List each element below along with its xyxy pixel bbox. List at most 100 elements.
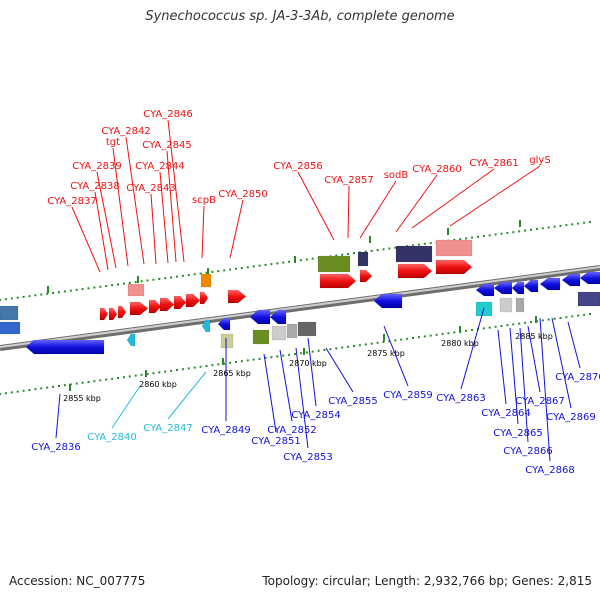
genome-backbone-highlight — [0, 266, 600, 348]
label-leader-line — [449, 165, 541, 227]
dotted-ring-bottom — [199, 365, 202, 368]
gene-label-bottom: CYA_2865 — [493, 428, 542, 439]
dotted-ring-top — [429, 242, 432, 245]
dotted-ring-bottom — [488, 326, 491, 329]
dotted-ring-top — [417, 243, 420, 246]
dotted-ring-bottom — [530, 321, 532, 323]
genome-summary-text: Topology: circular; Length: 2,932,766 bp… — [262, 574, 592, 588]
gene-label-top: CYA_2838 — [70, 181, 119, 192]
label-leader-line — [347, 185, 350, 239]
scale-tick-mark — [383, 334, 385, 341]
dotted-ring-bottom — [164, 370, 167, 373]
gene-feature — [199, 291, 209, 305]
dotted-ring-top — [58, 291, 60, 294]
dotted-ring-top — [589, 221, 591, 223]
gene-label-bottom: CYA_2849 — [201, 425, 250, 436]
gene-feature — [561, 273, 581, 287]
dotted-ring-top — [476, 235, 479, 238]
dotted-ring-top — [264, 263, 267, 266]
dotted-ring-bottom — [500, 325, 503, 327]
gene-feature — [317, 255, 351, 273]
dotted-ring-bottom — [34, 388, 37, 391]
gene-feature — [286, 323, 298, 339]
gene-label-bottom: CYA_2867 — [515, 396, 564, 407]
gene-feature — [435, 259, 473, 275]
gene-feature — [252, 329, 270, 345]
gene-feature — [319, 273, 357, 289]
gene-feature — [0, 321, 21, 335]
dotted-ring-bottom — [429, 334, 432, 337]
dotted-ring-bottom — [329, 348, 332, 351]
dotted-ring-top — [105, 284, 108, 287]
scale-tick-mark — [69, 384, 71, 391]
dotted-ring-top — [46, 292, 49, 295]
dotted-ring-top — [240, 267, 243, 270]
dotted-ring-top — [299, 259, 302, 262]
scale-tick-mark — [294, 256, 296, 263]
dotted-ring-top — [252, 265, 255, 268]
dotted-ring-top — [181, 274, 184, 277]
dotted-ring-top — [199, 272, 202, 275]
dotted-ring-top — [122, 282, 125, 285]
dotted-ring-bottom — [134, 374, 137, 377]
dotted-ring-bottom — [252, 358, 255, 361]
gene-feature — [173, 295, 187, 310]
gene-feature — [249, 309, 271, 325]
dotted-ring-bottom — [364, 343, 367, 346]
dotted-ring-bottom — [311, 350, 314, 353]
label-leader-line — [297, 171, 335, 241]
dotted-ring-top — [506, 231, 509, 234]
dotted-ring-top — [347, 252, 350, 255]
dotted-ring-bottom — [376, 341, 379, 344]
scale-tick-label: 2880 kbp — [441, 339, 479, 348]
gene-label-top: glyS — [529, 155, 550, 166]
dotted-ring-top — [282, 261, 285, 264]
gene-label-bottom: CYA_2869 — [546, 412, 595, 423]
accession-text: Accession: NC_007775 — [9, 574, 146, 588]
dotted-ring-bottom — [571, 315, 574, 318]
dotted-ring-bottom — [417, 336, 420, 339]
gene-feature — [357, 251, 369, 267]
label-leader-line — [383, 325, 409, 387]
gene-label-top: CYA_2861 — [469, 158, 518, 169]
dotted-ring-top — [146, 279, 149, 282]
scale-tick-mark — [535, 316, 537, 323]
dotted-ring-bottom — [81, 381, 84, 384]
gene-feature — [359, 269, 373, 283]
dotted-ring-top — [211, 270, 214, 273]
gene-feature — [200, 273, 212, 288]
dotted-ring-top — [28, 295, 31, 298]
dotted-ring-bottom — [565, 316, 568, 319]
dotted-ring-top — [500, 232, 503, 235]
dotted-ring-bottom — [122, 376, 125, 379]
scale-tick-mark — [303, 348, 305, 355]
gene-feature — [269, 309, 287, 325]
dotted-ring-bottom — [4, 392, 7, 395]
label-leader-line — [229, 199, 244, 259]
dotted-ring-top — [577, 222, 580, 225]
dotted-ring-top — [276, 262, 279, 265]
gene-feature — [493, 281, 513, 295]
dotted-ring-top — [0, 299, 1, 301]
dotted-ring-bottom — [412, 337, 414, 339]
dotted-ring-top — [176, 275, 178, 278]
scale-tick-mark — [137, 276, 139, 283]
dotted-ring-bottom — [193, 366, 196, 369]
gene-feature — [297, 321, 317, 337]
dotted-ring-bottom — [158, 371, 161, 374]
gene-feature — [499, 297, 513, 313]
dotted-ring-bottom — [270, 356, 273, 359]
dotted-ring-bottom — [512, 323, 515, 326]
dotted-ring-bottom — [382, 341, 385, 343]
dotted-ring-bottom — [276, 355, 279, 358]
dotted-ring-bottom — [453, 331, 456, 334]
gene-label-top: sodB — [384, 170, 409, 181]
gene-label-top: CYA_2842 — [101, 126, 150, 137]
dotted-ring-top — [69, 289, 72, 292]
dotted-ring-bottom — [63, 384, 66, 387]
dotted-ring-bottom — [28, 389, 31, 391]
gene-feature — [579, 271, 600, 285]
gene-label-bottom: CYA_2859 — [383, 390, 432, 401]
dotted-ring-top — [111, 284, 114, 287]
